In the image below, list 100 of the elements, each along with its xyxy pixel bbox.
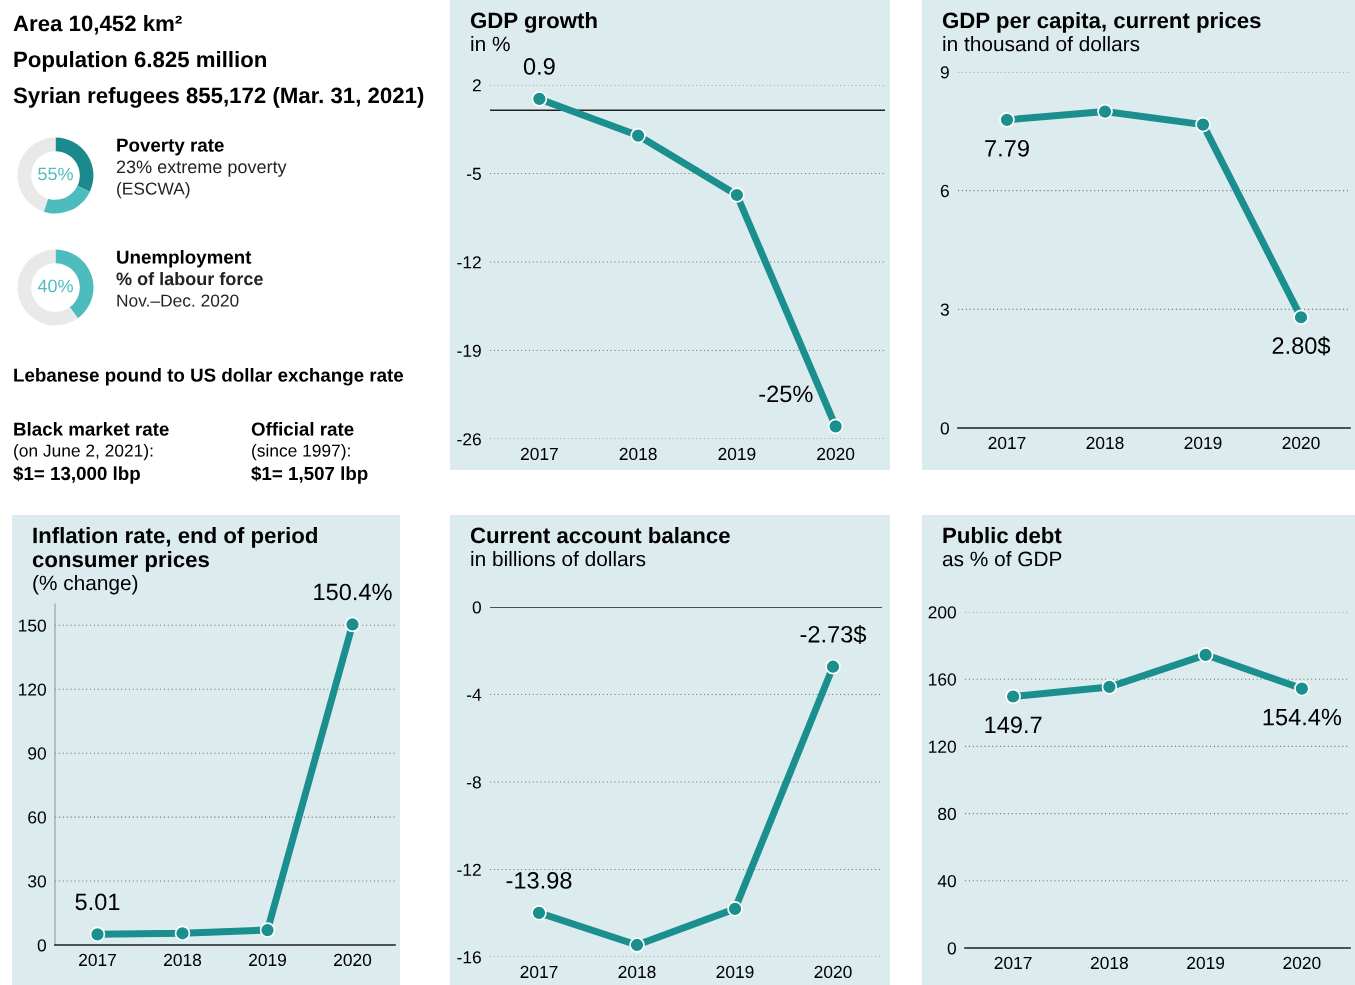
point [827,418,844,435]
data-label: -25% [759,385,813,403]
point [727,901,743,917]
data-label: 7.79 [985,139,1029,157]
data-label: 5.01 [75,893,120,911]
y-tick-label: -4 [467,688,482,701]
x-tick-label: 2020 [1283,956,1321,970]
y-tick-label: 80 [938,807,956,821]
point [1197,647,1214,663]
x-tick-label: 2017 [79,953,116,967]
text: Official rate [251,422,354,436]
text: Poverty rate [117,138,224,156]
text: Nov.–Dec. 2020 [117,294,239,307]
x-tick-label: 2018 [1090,956,1128,970]
data-label: 149.7 [985,716,1042,734]
text: Syrian refugees 855,172 (Mar. 31, 2021) [13,87,424,108]
text: (ESCWA) [117,182,190,199]
x-tick-label: 2018 [164,953,202,967]
y-tick-label: 120 [929,740,956,753]
text: 40% [37,279,73,293]
point [1195,116,1211,133]
x-tick-label: 2017 [520,447,558,461]
x-tick-label: 2018 [619,447,657,461]
x-tick-label: 2020 [817,447,855,461]
point [630,127,646,144]
x-tick-label: 2018 [618,965,656,979]
y-tick-label: -16 [457,951,481,964]
x-tick-label: 2020 [1282,436,1320,450]
text: % of labour force [116,272,263,286]
text: $1= 1,507 lbp [251,466,368,484]
point [999,112,1015,128]
y-tick-label: -19 [457,344,481,357]
point [89,926,106,943]
x-tick-label: 2019 [718,447,756,461]
text: (since 1997): [252,444,350,461]
chart-title: Current account balance [470,527,730,544]
text: 23% extreme poverty [116,160,287,177]
data-label: 2.80$ [1272,336,1331,356]
x-tick-label: 2020 [814,965,852,979]
data-label: -2.73$ [800,624,867,645]
y-tick-label: 0 [472,601,481,614]
chart-title: Inflation rate, end of period consumer prices [32,527,317,572]
donut-slice [17,249,78,326]
y-tick-label: 160 [929,673,956,686]
point [1294,680,1310,697]
x-tick-label: 2017 [988,436,1026,450]
data-label: -13.98 [506,871,572,889]
point [729,187,745,203]
chart-title: GDP growth [470,12,597,33]
data-label: 154.4% [1263,708,1342,726]
text: (on June 2, 2021): [14,444,153,461]
y-tick-label: 3 [940,303,949,316]
x-tick-label: 2017 [520,965,558,979]
y-tick-label: -12 [457,256,481,269]
x-tick-label: 2019 [1184,436,1222,450]
y-tick-label: -8 [467,776,481,789]
point [344,616,361,633]
chart-title: Public debt [943,527,1062,544]
y-tick-label: 90 [28,747,46,760]
point [825,658,841,675]
point [629,937,645,953]
y-tick-label: 0 [947,942,956,955]
y-tick-label: 40 [937,874,956,888]
point [1097,103,1113,120]
point [259,922,276,938]
point [1293,309,1309,326]
chart-title: GDP per capita, current prices [942,12,1261,33]
data-label: 150.4% [314,583,392,601]
point [174,925,191,942]
chart-subtitle: in % [471,36,510,52]
text: 55% [38,167,73,181]
chart-subtitle: in billions of dollars [471,551,646,567]
point [1005,688,1021,705]
text: Unemployment [117,250,252,268]
x-tick-label: 2019 [1187,956,1225,970]
point [531,91,548,107]
y-tick-label: 120 [19,683,46,696]
y-tick-label: 2 [472,79,481,92]
x-tick-label: 2019 [249,953,286,967]
donut-slice [43,185,90,214]
y-tick-label: 30 [28,875,46,888]
x-tick-label: 2020 [334,953,372,967]
text: Lebanese pound to US dollar exchange rate [14,368,404,386]
chart-subtitle: in thousand of dollars [943,36,1140,52]
y-tick-label: 200 [928,606,956,619]
y-tick-label: 150 [19,619,46,632]
y-tick-label: 6 [940,184,949,198]
y-tick-label: 9 [940,66,949,79]
y-tick-label: -26 [457,433,481,446]
y-tick-label: -12 [457,863,481,876]
y-tick-label: 0 [940,422,949,435]
text: Population 6.825 million [14,51,266,72]
data-label: 0.9 [523,58,555,75]
x-tick-label: 2017 [994,956,1032,970]
y-tick-label: 60 [28,811,46,824]
x-tick-label: 2019 [716,965,754,979]
point [531,905,547,921]
x-tick-label: 2018 [1086,436,1124,450]
point [1101,679,1118,695]
text: Black market rate [14,422,169,436]
